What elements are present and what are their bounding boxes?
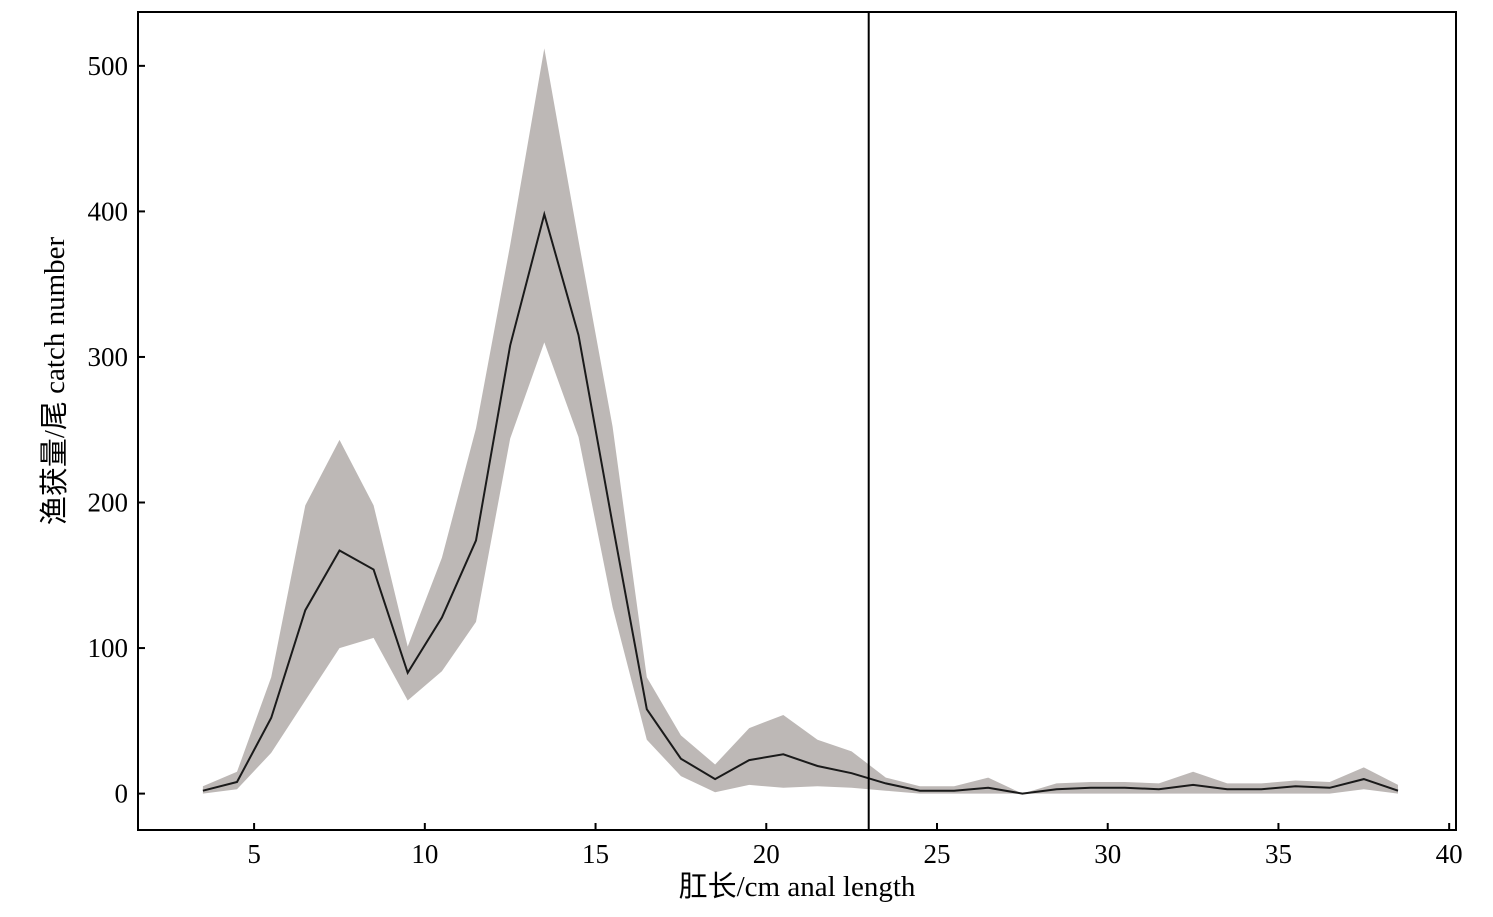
x-tick-label: 5 xyxy=(247,839,261,869)
y-tick-label: 500 xyxy=(88,51,129,81)
plot-area xyxy=(137,11,1457,831)
mean-line xyxy=(202,210,1399,795)
y-tick-label: 300 xyxy=(88,342,129,372)
plot-frame xyxy=(137,11,1457,831)
x-tick-label: 15 xyxy=(582,839,609,869)
y-tick-label: 200 xyxy=(88,488,129,518)
y-tick-label: 400 xyxy=(88,196,129,226)
x-tick-label: 30 xyxy=(1094,839,1121,869)
y-axis: 0 100 200 300 400 500 xyxy=(88,51,145,809)
x-tick-label: 35 xyxy=(1265,839,1292,869)
x-tick-label: 40 xyxy=(1436,839,1463,869)
x-tick-label: 20 xyxy=(753,839,780,869)
x-tick-label: 10 xyxy=(411,839,438,869)
x-axis: 5 10 15 20 25 30 35 40 xyxy=(247,823,1463,869)
y-axis-title: 渔获量/尾 catch number xyxy=(38,237,71,526)
x-axis-title: 肛长/cm anal length xyxy=(679,870,916,903)
y-tick-label: 100 xyxy=(88,633,129,663)
confidence-band xyxy=(202,48,1398,794)
y-tick-label: 0 xyxy=(115,779,129,809)
x-tick-label: 25 xyxy=(923,839,950,869)
